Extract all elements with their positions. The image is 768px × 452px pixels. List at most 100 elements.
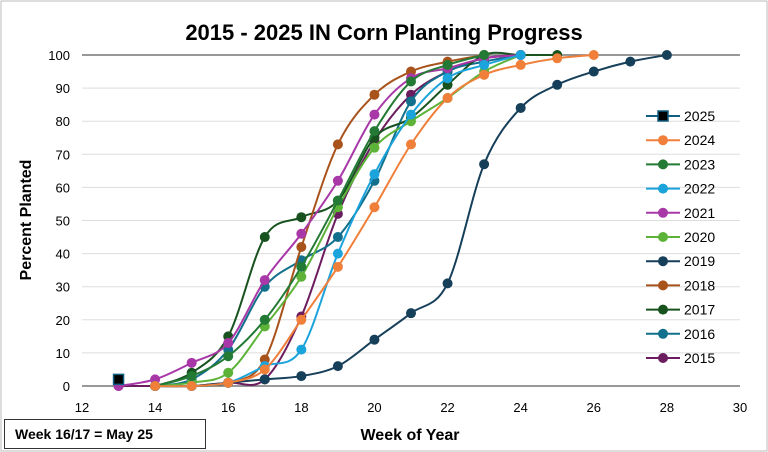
- data-point-2023: [479, 50, 490, 60]
- legend-label-2017: 2017: [684, 302, 715, 318]
- data-point-2024: [332, 261, 343, 272]
- week-date-note: Week 16/17 = May 25: [4, 419, 206, 449]
- data-point-2023: [296, 261, 307, 272]
- x-tick-label: 16: [221, 400, 235, 415]
- legend-label-2015: 2015: [684, 350, 715, 366]
- legend-marker-2018: [658, 280, 668, 291]
- x-tick-label: 24: [513, 400, 527, 415]
- data-point-2018: [332, 139, 343, 150]
- legend-marker-2022: [658, 183, 668, 194]
- data-point-2024: [406, 139, 416, 150]
- y-tick-label: 60: [56, 180, 70, 195]
- data-point-2021: [296, 228, 307, 239]
- data-point-2019: [625, 56, 636, 67]
- x-tick-label: 28: [660, 400, 674, 415]
- data-point-2020: [223, 367, 234, 378]
- data-point-2023: [223, 351, 234, 362]
- legend-marker-2021: [658, 207, 668, 218]
- legend-marker-2025: [657, 110, 669, 122]
- data-point-2019: [515, 102, 526, 113]
- y-tick-label: 70: [56, 147, 70, 162]
- data-point-2019: [442, 278, 453, 289]
- data-point-2025: [112, 373, 125, 386]
- legend-label-2018: 2018: [684, 277, 715, 293]
- x-tick-label: 30: [733, 400, 747, 415]
- data-point-2024: [259, 364, 270, 375]
- x-tick-label: 26: [587, 400, 601, 415]
- data-point-2019: [406, 308, 416, 319]
- data-point-2019: [369, 334, 380, 345]
- data-point-2024: [479, 69, 490, 80]
- legend-marker-2015: [658, 353, 668, 363]
- y-tick-label: 10: [56, 346, 70, 361]
- data-point-2017: [296, 212, 307, 223]
- series-line-2019: [155, 54, 668, 388]
- legend-label-2019: 2019: [684, 253, 715, 269]
- y-tick-label: 80: [56, 114, 70, 129]
- data-point-2024: [186, 381, 197, 391]
- legend-marker-2019: [658, 256, 668, 267]
- legend-marker-2020: [658, 232, 668, 242]
- data-point-2019: [479, 159, 490, 170]
- series-line-2023: [154, 54, 485, 387]
- data-point-2020: [369, 142, 380, 153]
- data-point-2024: [552, 53, 563, 64]
- data-point-2023: [259, 314, 270, 325]
- legend-marker-2024: [658, 135, 668, 146]
- data-point-2023: [442, 59, 453, 70]
- data-point-2019: [332, 361, 343, 372]
- data-point-2022: [406, 109, 416, 120]
- data-point-2022: [296, 344, 307, 355]
- data-point-2021: [223, 337, 234, 348]
- data-point-2021: [369, 109, 380, 120]
- data-point-2022: [369, 169, 380, 180]
- y-tick-label: 20: [56, 313, 70, 328]
- data-point-2024: [442, 93, 453, 104]
- x-tick-label: 18: [294, 400, 308, 415]
- x-tick-label: 22: [440, 400, 454, 415]
- data-point-2021: [259, 275, 270, 286]
- y-tick-label: 100: [48, 48, 70, 63]
- y-tick-label: 40: [56, 247, 70, 262]
- data-point-2020: [296, 271, 307, 282]
- data-point-2024: [296, 314, 307, 325]
- legend-label-2021: 2021: [684, 205, 715, 221]
- legend-label-2022: 2022: [684, 181, 715, 197]
- data-point-2024: [515, 59, 526, 70]
- x-tick-label: 12: [75, 400, 89, 415]
- data-point-2022: [442, 73, 453, 84]
- data-point-2022: [332, 248, 343, 259]
- data-point-2019: [259, 374, 270, 385]
- y-tick-label: 90: [56, 81, 70, 96]
- data-point-2023: [332, 195, 343, 206]
- y-axis-label: Percent Planted: [18, 160, 35, 281]
- data-point-2022: [479, 59, 490, 70]
- legend-marker-2023: [658, 159, 668, 170]
- data-point-2023: [406, 76, 416, 87]
- y-tick-label: 50: [56, 214, 70, 229]
- data-point-2019: [552, 79, 563, 90]
- x-axis-label: Week of Year: [360, 427, 459, 444]
- data-point-2019: [588, 66, 599, 77]
- data-point-2022: [515, 50, 526, 60]
- legend-label-2024: 2024: [684, 132, 715, 148]
- legend-label-2020: 2020: [684, 229, 715, 245]
- legend-marker-2017: [658, 304, 668, 315]
- x-tick-label: 20: [367, 400, 381, 415]
- data-point-2024: [588, 50, 599, 60]
- data-point-2023: [369, 126, 380, 137]
- data-point-2016: [406, 96, 416, 107]
- data-point-2021: [186, 357, 197, 368]
- chart-title: 2015 - 2025 IN Corn Planting Progress: [185, 20, 582, 45]
- series-line-2017: [154, 51, 558, 387]
- data-point-2024: [223, 377, 234, 388]
- legend-label-2016: 2016: [684, 326, 715, 342]
- data-point-2019: [661, 50, 672, 60]
- x-tick-label: 14: [148, 400, 162, 415]
- y-tick-label: 0: [63, 379, 70, 394]
- data-point-2016: [332, 232, 343, 243]
- legend-label-2023: 2023: [684, 156, 715, 172]
